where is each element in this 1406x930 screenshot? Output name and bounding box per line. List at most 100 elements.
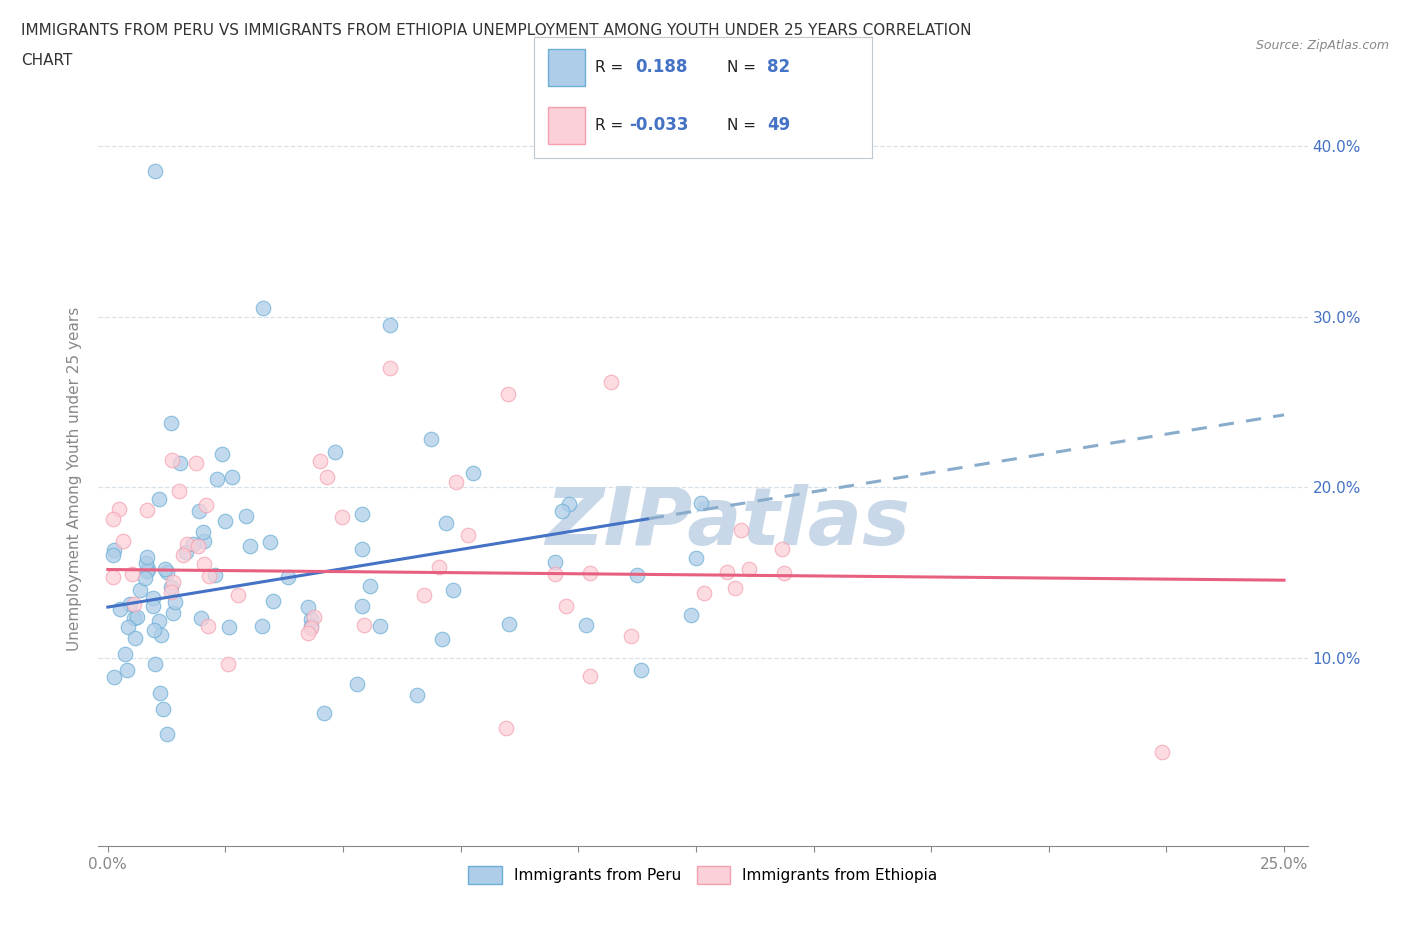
Point bbox=[176, 537, 198, 551]
Point bbox=[770, 541, 793, 556]
Point bbox=[211, 446, 233, 461]
Point bbox=[214, 513, 236, 528]
Text: -0.033: -0.033 bbox=[628, 116, 689, 135]
Point bbox=[262, 593, 284, 608]
Text: Source: ZipAtlas.com: Source: ZipAtlas.com bbox=[1256, 39, 1389, 52]
Point bbox=[626, 568, 648, 583]
Point bbox=[190, 611, 212, 626]
Point bbox=[299, 618, 322, 633]
Text: R =: R = bbox=[595, 60, 623, 75]
Point bbox=[312, 705, 335, 720]
Point bbox=[716, 565, 738, 579]
Point bbox=[323, 445, 346, 460]
Point bbox=[198, 569, 221, 584]
Point bbox=[496, 386, 519, 401]
Point bbox=[498, 617, 520, 631]
Point bbox=[551, 503, 574, 518]
Point bbox=[108, 501, 131, 516]
Point bbox=[187, 504, 209, 519]
Point bbox=[148, 614, 170, 629]
Point bbox=[165, 594, 187, 609]
Point bbox=[299, 621, 322, 636]
Point bbox=[730, 523, 752, 538]
Point bbox=[136, 563, 159, 578]
Point bbox=[143, 622, 166, 637]
Point bbox=[332, 510, 354, 525]
Text: 0.188: 0.188 bbox=[636, 59, 688, 76]
Point bbox=[457, 527, 479, 542]
Point bbox=[773, 565, 796, 580]
Point bbox=[195, 498, 218, 512]
Text: IMMIGRANTS FROM PERU VS IMMIGRANTS FROM ETHIOPIA UNEMPLOYMENT AMONG YOUTH UNDER : IMMIGRANTS FROM PERU VS IMMIGRANTS FROM … bbox=[21, 23, 972, 38]
Point bbox=[150, 627, 173, 642]
Point bbox=[444, 474, 467, 489]
Point bbox=[159, 416, 181, 431]
Point bbox=[197, 618, 219, 633]
Point bbox=[463, 466, 485, 481]
Point bbox=[434, 515, 457, 530]
Point bbox=[299, 612, 322, 627]
Point bbox=[172, 548, 194, 563]
Point bbox=[152, 701, 174, 716]
Point bbox=[555, 598, 578, 613]
Point bbox=[193, 534, 215, 549]
Point bbox=[378, 361, 401, 376]
Point bbox=[159, 579, 181, 594]
Text: R =: R = bbox=[595, 118, 623, 133]
Point bbox=[239, 538, 262, 553]
Point bbox=[430, 631, 453, 646]
Point bbox=[143, 657, 166, 671]
Point bbox=[143, 164, 166, 179]
Point bbox=[302, 609, 325, 624]
Point bbox=[155, 726, 177, 741]
Point bbox=[693, 586, 716, 601]
Point bbox=[138, 561, 160, 576]
Point bbox=[579, 669, 602, 684]
Text: CHART: CHART bbox=[21, 53, 73, 68]
Point bbox=[309, 454, 332, 469]
Point bbox=[111, 534, 134, 549]
Point bbox=[117, 619, 139, 634]
Point bbox=[184, 456, 207, 471]
Text: ZIPatlas: ZIPatlas bbox=[544, 484, 910, 562]
Point bbox=[162, 575, 184, 590]
Point bbox=[181, 537, 204, 551]
Point bbox=[218, 619, 240, 634]
Point bbox=[690, 496, 713, 511]
Point bbox=[205, 472, 228, 486]
Point bbox=[1150, 745, 1173, 760]
Point bbox=[135, 502, 157, 517]
Point bbox=[142, 591, 165, 605]
Point bbox=[142, 598, 165, 613]
Text: N =: N = bbox=[727, 60, 755, 75]
Point bbox=[346, 677, 368, 692]
Bar bbox=[548, 49, 585, 86]
Point bbox=[108, 602, 131, 617]
Point bbox=[359, 578, 381, 593]
Point bbox=[297, 600, 319, 615]
Point bbox=[153, 562, 176, 577]
Point bbox=[427, 559, 450, 574]
Point bbox=[277, 569, 299, 584]
Point bbox=[350, 506, 373, 521]
Point bbox=[350, 599, 373, 614]
Point bbox=[193, 557, 215, 572]
Point bbox=[685, 551, 707, 565]
Point bbox=[620, 629, 643, 644]
Text: N =: N = bbox=[727, 118, 755, 133]
Point bbox=[235, 509, 257, 524]
Point bbox=[204, 568, 226, 583]
Point bbox=[544, 567, 567, 582]
Point bbox=[174, 545, 197, 560]
Point bbox=[167, 484, 190, 498]
Point bbox=[191, 525, 214, 539]
Text: 49: 49 bbox=[768, 116, 790, 135]
Point bbox=[259, 535, 281, 550]
Point bbox=[128, 582, 150, 597]
Point bbox=[226, 588, 249, 603]
Point bbox=[353, 618, 375, 632]
Point bbox=[221, 470, 243, 485]
Point bbox=[115, 663, 138, 678]
Point bbox=[121, 566, 143, 581]
Point bbox=[162, 605, 184, 620]
